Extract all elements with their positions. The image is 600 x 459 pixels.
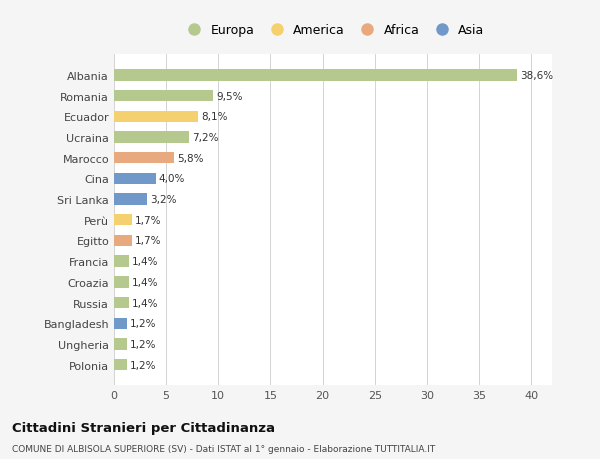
Bar xyxy=(114,277,128,288)
Bar xyxy=(114,235,132,246)
Text: 38,6%: 38,6% xyxy=(520,71,553,81)
Text: 1,4%: 1,4% xyxy=(132,257,158,267)
Bar xyxy=(114,297,128,308)
Text: 9,5%: 9,5% xyxy=(216,91,242,101)
Text: 1,2%: 1,2% xyxy=(130,360,156,370)
Bar xyxy=(114,70,517,81)
Bar xyxy=(114,132,189,143)
Text: 7,2%: 7,2% xyxy=(192,133,219,143)
Bar xyxy=(114,91,213,102)
Text: 3,2%: 3,2% xyxy=(151,195,177,205)
Legend: Europa, America, Africa, Asia: Europa, America, Africa, Asia xyxy=(179,22,487,39)
Text: 1,4%: 1,4% xyxy=(132,298,158,308)
Bar xyxy=(114,112,199,123)
Text: 1,4%: 1,4% xyxy=(132,277,158,287)
Text: 1,2%: 1,2% xyxy=(130,339,156,349)
Text: 5,8%: 5,8% xyxy=(178,153,204,163)
Text: 4,0%: 4,0% xyxy=(159,174,185,184)
Text: COMUNE DI ALBISOLA SUPERIORE (SV) - Dati ISTAT al 1° gennaio - Elaborazione TUTT: COMUNE DI ALBISOLA SUPERIORE (SV) - Dati… xyxy=(12,444,435,453)
Text: Cittadini Stranieri per Cittadinanza: Cittadini Stranieri per Cittadinanza xyxy=(12,421,275,434)
Text: 1,7%: 1,7% xyxy=(135,236,161,246)
Text: 1,7%: 1,7% xyxy=(135,215,161,225)
Bar xyxy=(114,153,175,164)
Text: 1,2%: 1,2% xyxy=(130,319,156,329)
Bar xyxy=(114,215,132,226)
Bar xyxy=(114,318,127,329)
Bar xyxy=(114,194,148,205)
Bar xyxy=(114,359,127,370)
Bar xyxy=(114,256,128,267)
Bar xyxy=(114,174,156,185)
Bar xyxy=(114,339,127,350)
Text: 8,1%: 8,1% xyxy=(202,112,228,122)
